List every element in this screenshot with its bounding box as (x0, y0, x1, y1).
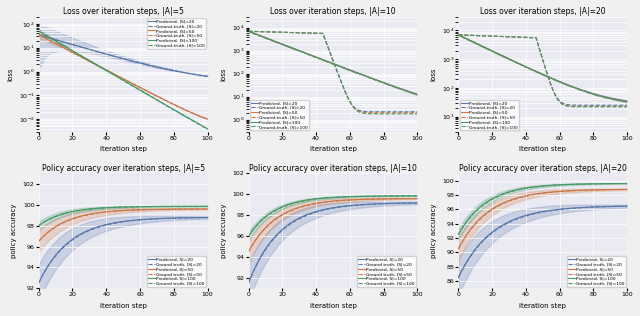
Legend: Predicted, |S|=20, Ground-truth, |S|=20, Predicted, |S|=50, Ground-truth, |S|=50: Predicted, |S|=20, Ground-truth, |S|=20,… (460, 100, 519, 131)
Title: Policy accuracy over iteration steps, |A|=20: Policy accuracy over iteration steps, |A… (459, 164, 627, 173)
X-axis label: iteration step: iteration step (100, 303, 147, 309)
X-axis label: iteration step: iteration step (520, 303, 566, 309)
Legend: Predicted, |S|=20, Ground-truth, |S|=20, Predicted, |S|=50, Ground-truth, |S|=50: Predicted, |S|=20, Ground-truth, |S|=20,… (250, 100, 309, 131)
X-axis label: iteration step: iteration step (310, 146, 356, 152)
X-axis label: iteration step: iteration step (520, 146, 566, 152)
Title: Loss over iteration steps, |A|=10: Loss over iteration steps, |A|=10 (270, 7, 396, 16)
Legend: Predicted, |S|=20, Ground-truth, |S|=20, Predicted, |S|=50, Ground-truth, |S|=50: Predicted, |S|=20, Ground-truth, |S|=20,… (147, 18, 206, 49)
Legend: Predicted, S|=20, Ground truth, |S|=20, Predicted, S|=50, Ground truth, |S|=50, : Predicted, S|=20, Ground truth, |S|=20, … (567, 256, 626, 287)
Title: Loss over iteration steps, |A|=20: Loss over iteration steps, |A|=20 (480, 7, 605, 16)
Legend: Predicted, S|=20, Ground truth, |S|=20, Predicted, S|=50, Ground truth, |S|=50, : Predicted, S|=20, Ground truth, |S|=20, … (147, 256, 206, 287)
Title: Policy accuracy over iteration steps, |A|=10: Policy accuracy over iteration steps, |A… (249, 164, 417, 173)
Y-axis label: policy accuracy: policy accuracy (431, 204, 437, 258)
Y-axis label: policy accuracy: policy accuracy (221, 204, 227, 258)
X-axis label: iteration step: iteration step (310, 303, 356, 309)
Y-axis label: policy accuracy: policy accuracy (12, 204, 17, 258)
Title: Policy accuracy over iteration steps, |A|=5: Policy accuracy over iteration steps, |A… (42, 164, 205, 173)
Legend: Predicted, S|=20, Ground truth, |S|=20, Predicted, S|=50, Ground truth, |S|=50, : Predicted, S|=20, Ground truth, |S|=20, … (357, 256, 416, 287)
Y-axis label: loss: loss (7, 68, 13, 81)
X-axis label: iteration step: iteration step (100, 146, 147, 152)
Y-axis label: loss: loss (220, 68, 227, 81)
Title: Loss over iteration steps, |A|=5: Loss over iteration steps, |A|=5 (63, 7, 184, 16)
Y-axis label: loss: loss (430, 68, 436, 81)
